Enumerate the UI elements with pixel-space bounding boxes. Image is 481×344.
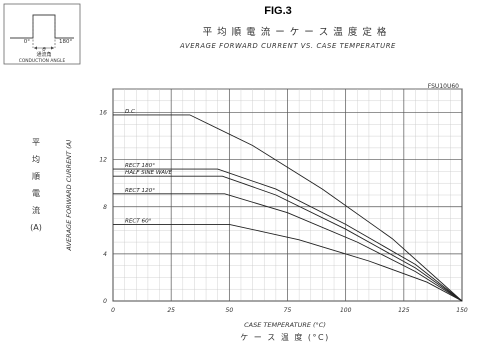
conduction-waveform — [10, 14, 74, 39]
series-label: HALF SINE WAVE — [125, 170, 172, 176]
series-line — [113, 175, 463, 302]
series-line — [113, 168, 463, 302]
x-axis-label: CASE TEMPERATURE (°C) — [244, 321, 326, 329]
chart-title-en: AVERAGE FORWARD CURRENT VS. CASE TEMPERA… — [179, 42, 396, 50]
series-label: RECT 120° — [125, 188, 155, 194]
y-tick-label: 16 — [99, 110, 107, 117]
y-axis-label: AVERAGE FORWARD CURRENT (A) — [65, 139, 73, 251]
series-label: RECT 180° — [125, 163, 155, 169]
x-tick-label: 100 — [340, 307, 352, 314]
y-axis-label-jp-char: 順 — [32, 172, 40, 181]
series-label: D.C — [125, 109, 135, 115]
series-label: RECT 60° — [125, 218, 152, 224]
y-tick-label: 4 — [103, 251, 107, 258]
inset-en-label: CONDUCTION ANGLE — [19, 58, 66, 64]
x-tick-label: 50 — [226, 307, 234, 314]
chart-title-jp: 平 均 順 電 流 ー ケ ー ス 温 度 定 格 — [203, 26, 388, 38]
series-line — [113, 114, 463, 302]
figure-label: FIG.3 — [264, 5, 292, 17]
series-line — [113, 223, 463, 302]
y-tick-label: 8 — [103, 204, 107, 211]
x-tick-label: 75 — [284, 307, 292, 314]
y-axis-label-jp-char: 均 — [32, 154, 40, 164]
inset-theta: θ — [42, 47, 46, 53]
x-tick-label: 125 — [398, 307, 410, 314]
y-axis-label-jp-char: (A) — [30, 223, 42, 232]
x-tick-label: 0 — [111, 307, 115, 314]
inset-frame — [3, 3, 81, 65]
y-axis-label-jp-char: 平 — [32, 138, 40, 147]
plot-area: D.C RECT 180°HALF SINE WAVE RECT 120° RECT … — [112, 88, 463, 302]
inset-left-angle: 0° — [24, 39, 30, 45]
conduction-angle-inset: 0° 180° θ 通流角 CONDUCTION ANGLE — [3, 3, 81, 65]
x-tick-labels: 0 25 50 75 100 125 150 — [111, 307, 468, 314]
y-axis-label-jp-char: 電 — [32, 189, 40, 198]
inset-right-angle: 180° — [59, 39, 72, 45]
series-lines — [113, 114, 463, 302]
y-tick-label: 12 — [99, 157, 107, 164]
part-number: FSU10U60 — [428, 83, 459, 90]
series-labels: D.C RECT 180°HALF SINE WAVE RECT 120° RECT … — [125, 109, 172, 225]
x-axis-label-jp: ケ ー ス 温 度 (°C) — [240, 332, 330, 342]
y-tick-labels: 0 4 8 12 16 — [99, 110, 107, 305]
inset-jp-label: 通流角 — [36, 51, 51, 58]
x-tick-label: 25 — [167, 307, 175, 314]
series-line — [113, 193, 463, 302]
y-axis-label-jp-char: 流 — [32, 205, 40, 215]
x-tick-label: 150 — [456, 307, 468, 314]
y-tick-label: 0 — [103, 298, 107, 305]
